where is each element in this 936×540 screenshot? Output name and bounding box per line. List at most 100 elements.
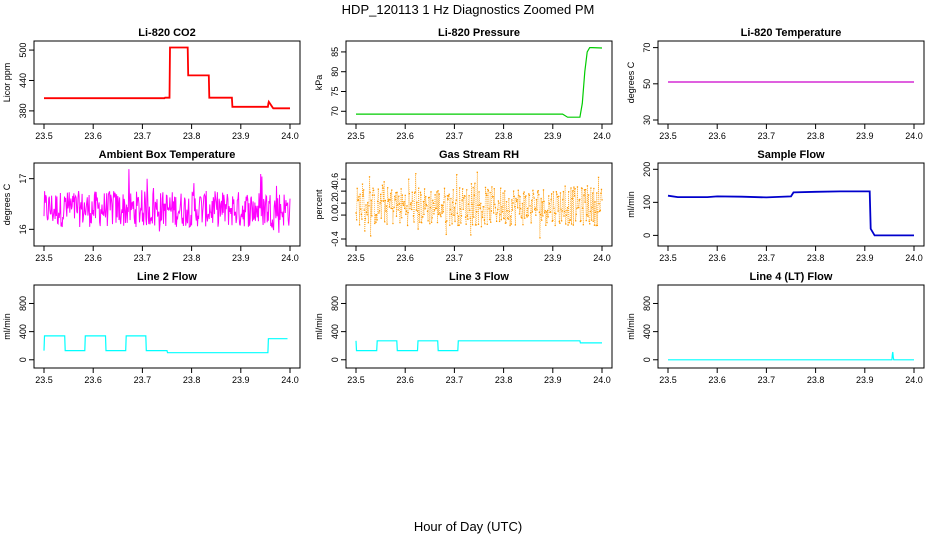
data-point [554,224,556,227]
data-point [447,198,449,201]
data-point [433,209,436,211]
data-point [486,223,488,225]
data-point [593,224,596,226]
data-point [393,206,395,209]
data-point [470,234,472,236]
x-tick-label: 23.5 [347,253,365,263]
plot-frame [657,40,925,125]
data-point [592,220,594,222]
data-point [371,215,373,217]
x-tick-label: 23.5 [35,253,53,263]
panel-title: Line 3 Flow [449,271,509,283]
panel-title: Li-820 Pressure [438,27,520,39]
y-axis-label: kPa [314,75,324,91]
plot-frame [345,162,613,247]
series-line [43,335,288,354]
data-point [567,224,569,226]
x-tick-label: 23.7 [446,131,464,141]
data-point [421,222,423,224]
data-point [357,199,360,201]
data-point [389,199,391,201]
data-point [575,220,577,222]
data-point [599,209,601,211]
data-point [362,195,364,197]
data-point [546,221,548,224]
x-tick-label: 23.9 [232,375,250,385]
x-tick-label: 23.6 [708,131,726,141]
x-tick-label: 23.8 [807,131,825,141]
series-trace [355,172,603,238]
data-point [479,207,481,210]
data-point [429,206,432,209]
y-tick-label: 0 [642,233,652,238]
data-point [510,223,512,225]
x-tick-label: 23.9 [856,253,874,263]
data-point [384,221,386,223]
data-point [437,213,440,216]
data-point [435,207,437,210]
y-tick-label: 500 [18,43,28,58]
data-point [381,200,383,202]
data-point [601,199,603,201]
data-point [570,223,573,225]
data-point [367,222,369,224]
data-point [490,221,492,223]
panel-title: Ambient Box Temperature [99,149,236,161]
data-point [463,197,465,199]
data-point [545,224,547,226]
data-point [526,216,528,218]
data-point [430,221,433,223]
y-tick-label: 400 [330,324,340,339]
data-point [473,216,475,218]
data-point [436,221,439,224]
data-point [404,207,406,210]
x-tick-label: 24.0 [593,375,611,385]
data-point [547,216,549,218]
data-point [445,233,447,236]
data-point [366,214,368,216]
data-point [571,197,573,200]
data-point [500,219,502,221]
x-tick-label: 23.5 [659,253,677,263]
data-point [586,214,588,216]
x-tick-label: 24.0 [281,253,299,263]
data-point [514,224,517,226]
data-point [475,224,477,226]
y-tick-label: 0 [330,357,340,362]
y-tick-label: 800 [642,296,652,311]
data-point [498,220,501,223]
data-point [527,214,529,217]
y-axis-label: percent [314,189,324,220]
x-tick-label: 24.0 [905,253,923,263]
data-point [423,213,425,216]
data-point [477,223,480,225]
data-point [534,208,536,211]
x-tick-label: 24.0 [593,253,611,263]
data-point [460,222,462,224]
data-point [382,200,385,202]
data-point [385,210,387,212]
data-point [505,222,507,224]
data-point [467,203,470,205]
x-tick-label: 23.8 [183,375,201,385]
x-tick-label: 24.0 [281,131,299,141]
data-point [585,219,587,222]
y-tick-label: 75 [330,86,340,96]
x-tick-label: 23.8 [495,253,513,263]
x-tick-label: 23.8 [807,253,825,263]
data-point [576,207,578,210]
x-tick-label: 23.5 [659,375,677,385]
data-point [374,222,376,225]
data-point [397,209,399,211]
data-point [544,212,546,214]
panel-title: Line 4 (LT) Flow [750,271,833,283]
data-point [399,221,401,224]
data-point [419,221,421,223]
data-point [481,216,484,219]
data-point [379,202,381,204]
data-point [535,214,537,216]
data-point [451,223,453,225]
x-tick-label: 23.9 [232,253,250,263]
y-axis-label: ml/min [626,313,636,340]
figure-title: HDP_120113 1 Hz Diagnostics Zoomed PM [342,2,595,17]
